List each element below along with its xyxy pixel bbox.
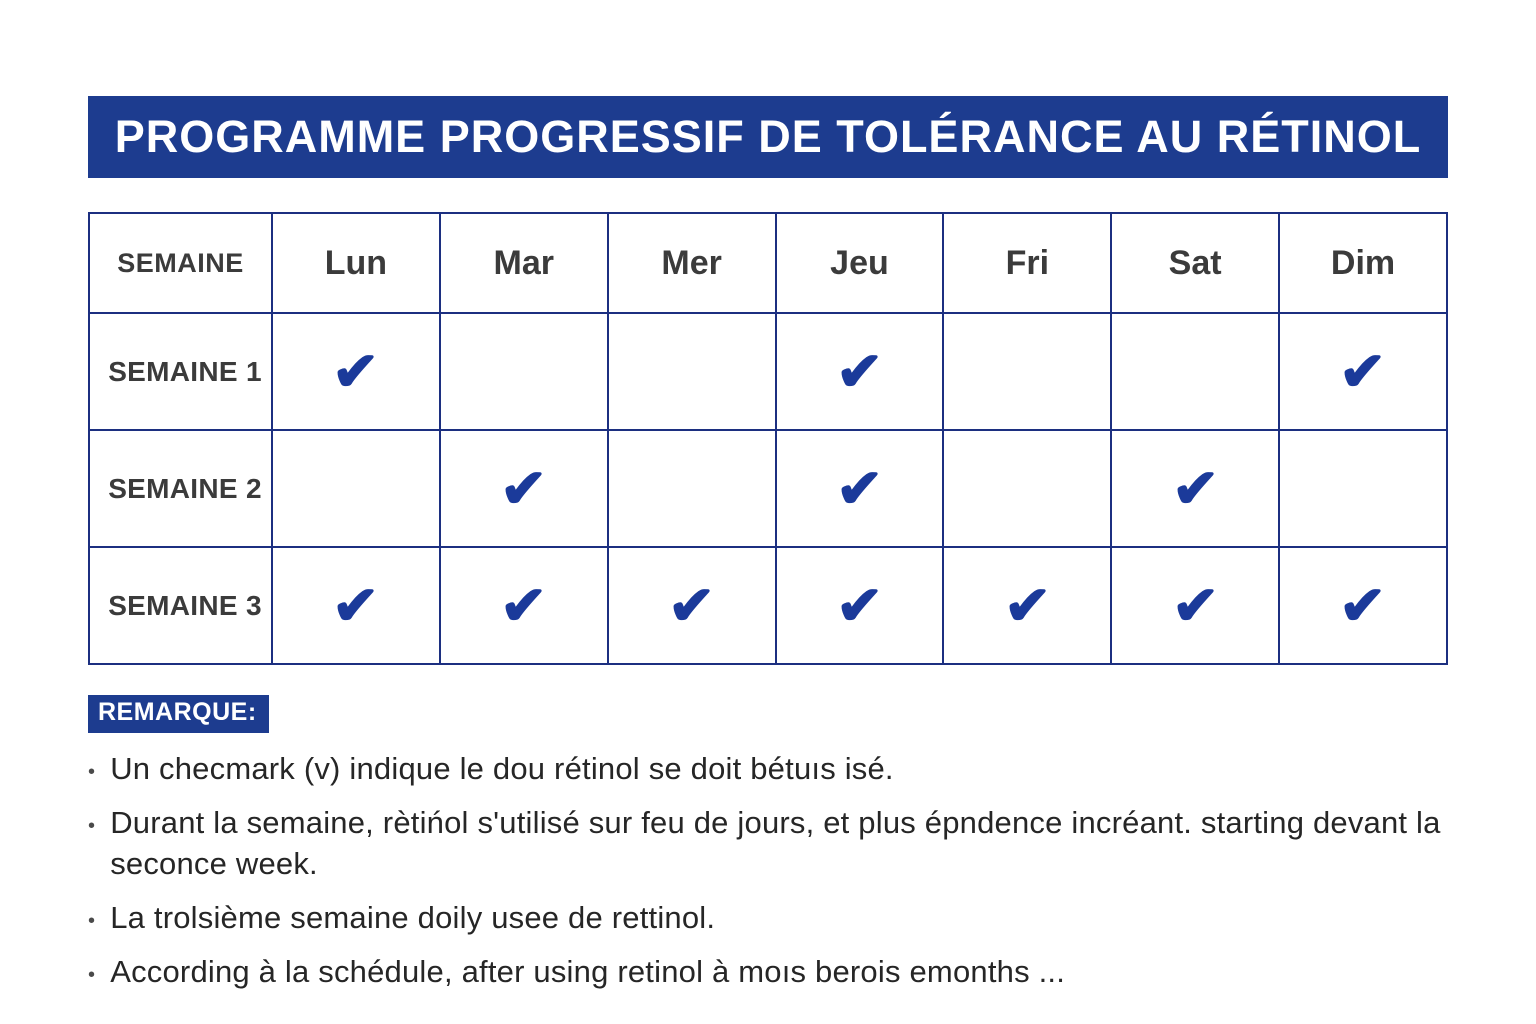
note-text: According à la schédule, after using ret…	[110, 953, 1066, 989]
infographic-page: PROGRAMME PROGRESSIF DE TOLÉRANCE AU RÉT…	[88, 96, 1448, 993]
note-item: • According à la schédule, after using re…	[88, 952, 1448, 993]
notes-list: • Un checmark (v) indique le dou rétinol …	[88, 749, 1448, 993]
column-header-day-mar: Mar	[438, 212, 609, 314]
note-item: • La trolsième semaine doily usee de rett…	[88, 898, 1448, 939]
checkmark-icon: ✔	[835, 458, 884, 519]
checkmark-icon: ✔	[1171, 458, 1219, 519]
check-cell: ✔	[1278, 546, 1448, 665]
page-title: PROGRAMME PROGRESSIF DE TOLÉRANCE AU RÉT…	[114, 111, 1422, 162]
checkmark-icon: ✔	[500, 458, 548, 519]
row-label: SEMAINE 2	[88, 429, 273, 548]
check-cell: ✔	[438, 429, 609, 548]
check-cell: ✔	[271, 312, 441, 431]
check-cell: ✔	[271, 546, 441, 665]
schedule-table: SEMAINE Lun Mar Mer Jeu Fri Sat Dim SEMAINE 1 ✔ ✔…	[88, 212, 1448, 665]
check-cell: ✔	[942, 546, 1113, 665]
empty-cell	[271, 429, 441, 548]
check-cell: ✔	[774, 312, 945, 431]
check-cell: ✔	[1110, 546, 1281, 665]
empty-cell	[1278, 429, 1448, 548]
checkmark-icon: ✔	[1339, 341, 1387, 402]
checkmark-icon: ✔	[1339, 575, 1387, 636]
empty-cell	[942, 312, 1113, 431]
check-cell: ✔	[774, 546, 945, 665]
column-header-day-mer: Mer	[606, 212, 777, 314]
table-row: SEMAINE 3 ✔ ✔ ✔ ✔ ✔ ✔ ✔	[88, 546, 1448, 665]
column-header-day-jeu: Jeu	[774, 212, 945, 314]
check-cell: ✔	[438, 546, 609, 665]
check-cell: ✔	[1110, 429, 1281, 548]
checkmark-icon: ✔	[332, 341, 380, 402]
note-item: • Durant la semaine, rètińol s'utilisé su…	[88, 803, 1448, 885]
empty-cell	[1110, 312, 1281, 431]
check-cell: ✔	[1278, 312, 1448, 431]
note-text: La trolsième semaine doily usee de retti…	[110, 899, 716, 935]
empty-cell	[606, 429, 777, 548]
column-header-week: SEMAINE	[88, 212, 273, 314]
check-cell: ✔	[606, 546, 777, 665]
checkmark-icon: ✔	[332, 575, 380, 636]
table-row: SEMAINE 1 ✔ ✔ ✔	[88, 312, 1448, 431]
checkmark-icon: ✔	[1003, 575, 1052, 636]
bullet-marker: •	[88, 761, 96, 783]
column-header-day-fri: Fri	[942, 212, 1113, 314]
checkmark-icon: ✔	[667, 575, 716, 636]
bullet-marker: •	[88, 909, 96, 932]
row-label: SEMAINE 1	[88, 312, 273, 431]
column-header-day-sat: Sat	[1110, 212, 1281, 314]
title-banner: PROGRAMME PROGRESSIF DE TOLÉRANCE AU RÉT…	[88, 96, 1448, 178]
empty-cell	[942, 429, 1113, 548]
note-text: Un checmark (v) indique le dou rétinol s…	[110, 751, 894, 786]
row-label: SEMAINE 3	[88, 546, 273, 665]
checkmark-icon: ✔	[835, 575, 884, 636]
remark-label: REMARQUE:	[88, 695, 269, 733]
empty-cell	[606, 312, 777, 431]
table-header-row: SEMAINE Lun Mar Mer Jeu Fri Sat Dim	[88, 212, 1448, 314]
notes-section: REMARQUE: • Un checmark (v) indique le do…	[88, 695, 1448, 993]
bullet-marker: •	[88, 814, 96, 837]
empty-cell	[438, 312, 609, 431]
note-item: • Un checmark (v) indique le dou rétinol …	[88, 749, 1448, 790]
note-text: Durant la semaine, rètińol s'utilisé sur…	[110, 804, 1441, 881]
bullet-marker: •	[88, 963, 96, 986]
check-cell: ✔	[774, 429, 945, 548]
table-row: SEMAINE 2 ✔ ✔ ✔	[88, 429, 1448, 548]
checkmark-icon: ✔	[835, 341, 884, 402]
checkmark-icon: ✔	[1171, 575, 1219, 636]
checkmark-icon: ✔	[500, 575, 548, 636]
column-header-day-lun: Lun	[271, 212, 441, 314]
column-header-day-dim: Dim	[1278, 212, 1448, 314]
